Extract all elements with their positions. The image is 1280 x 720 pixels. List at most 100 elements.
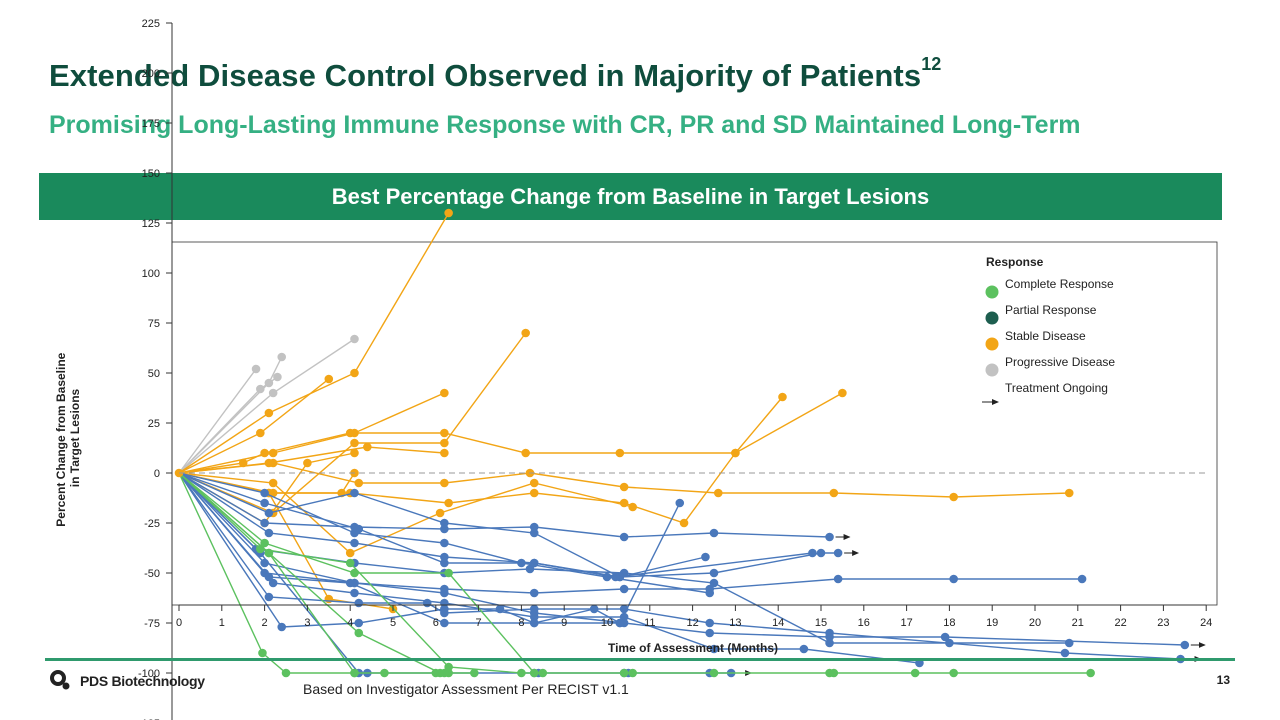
data-point: [833, 574, 843, 584]
data-point: [940, 632, 950, 642]
data-point: [1060, 648, 1070, 658]
data-point: [440, 552, 449, 562]
data-point: [440, 428, 449, 438]
patient-series: [178, 472, 637, 558]
x-tick-label: 14: [772, 617, 784, 629]
data-point: [910, 668, 920, 678]
data-point: [277, 352, 287, 362]
series-layer: [174, 208, 1206, 678]
legend-label: Progressive Disease: [1005, 355, 1115, 369]
data-point: [619, 604, 629, 614]
patient-series: [178, 374, 334, 474]
data-point: [628, 502, 637, 512]
data-point: [268, 388, 278, 398]
data-point: [264, 548, 274, 558]
legend-dot-icon: [985, 285, 999, 299]
y-axis-label: Percent Change from Baseline in Target L…: [54, 349, 82, 526]
data-point: [277, 622, 287, 632]
data-point: [268, 478, 278, 488]
data-point: [264, 408, 274, 418]
data-point: [354, 524, 364, 534]
data-point: [838, 388, 847, 398]
data-point: [701, 552, 710, 562]
data-point: [251, 364, 261, 374]
data-point: [833, 548, 843, 558]
data-point: [444, 662, 453, 672]
data-point: [529, 528, 539, 538]
company-name: PDS Biotechnology: [80, 673, 205, 689]
data-point: [529, 558, 539, 568]
data-point: [444, 568, 453, 578]
data-point: [345, 558, 355, 568]
axes-layer: 2252001751501251007550250-25-50-75-100-1…: [138, 18, 1212, 720]
data-point: [529, 488, 539, 498]
y-tick-label: 125: [142, 218, 160, 230]
data-point: [709, 578, 719, 588]
data-point: [440, 668, 449, 678]
data-point: [260, 558, 269, 568]
slide-subtitle: Promising Long-Lasting Immune Response w…: [49, 111, 1081, 139]
patient-series: [178, 472, 715, 598]
data-point: [350, 668, 359, 678]
data-point: [949, 668, 958, 678]
data-point: [350, 568, 359, 578]
data-point: [350, 368, 359, 378]
data-point: [679, 518, 689, 528]
data-point: [949, 574, 958, 584]
x-tick-label: 1: [219, 617, 225, 629]
x-tick-label: 7: [476, 617, 482, 629]
data-point: [435, 508, 445, 518]
data-point: [440, 618, 449, 628]
data-point: [705, 618, 715, 628]
data-point: [1086, 668, 1095, 678]
data-point: [440, 558, 449, 568]
data-point: [350, 488, 359, 498]
data-point: [521, 328, 530, 338]
legend-dot-icon: [985, 311, 999, 325]
y-tick-label: 100: [142, 268, 160, 280]
x-tick-label: 18: [943, 617, 955, 629]
patient-series: [178, 458, 1074, 502]
data-point: [350, 538, 359, 548]
data-point: [529, 612, 539, 622]
x-tick-label: 17: [900, 617, 912, 629]
data-point: [264, 528, 274, 538]
data-point: [324, 374, 334, 384]
patient-series: [178, 472, 625, 632]
x-tick-label: 0: [176, 617, 182, 629]
patient-series: [178, 334, 359, 474]
data-point: [440, 524, 449, 534]
chart-banner: Best Percentage Change from Baseline in …: [39, 173, 1222, 220]
data-point: [256, 428, 265, 438]
footnote: Based on Investigator Assessment Per REC…: [303, 681, 629, 697]
data-point: [422, 598, 432, 608]
data-point: [350, 588, 359, 598]
data-point: [354, 598, 364, 608]
data-point: [709, 644, 719, 654]
page-number: 13: [1216, 673, 1230, 687]
data-point: [256, 384, 265, 394]
data-point: [619, 532, 629, 542]
patient-series: [178, 364, 261, 474]
y-tick-label: 25: [148, 418, 160, 430]
data-point: [808, 548, 817, 558]
data-point: [1064, 638, 1074, 648]
data-point: [628, 668, 637, 678]
data-point: [264, 378, 274, 388]
data-point: [260, 518, 269, 528]
x-tick-label: 12: [686, 617, 698, 629]
y-tick-label: -125: [138, 718, 160, 720]
x-tick-label: 4: [347, 617, 353, 629]
legend-title: Response: [986, 255, 1044, 269]
patient-series: [178, 388, 449, 474]
patient-series: [178, 442, 449, 474]
data-point: [354, 628, 364, 638]
data-point: [1064, 488, 1074, 498]
y-tick-label: 200: [142, 68, 160, 80]
x-tick-label: 15: [815, 617, 827, 629]
series-line: [178, 472, 633, 554]
legend-label: Stable Disease: [1005, 329, 1086, 343]
y-tick-label: 225: [142, 18, 160, 30]
data-point: [619, 584, 629, 594]
data-point: [529, 588, 539, 598]
